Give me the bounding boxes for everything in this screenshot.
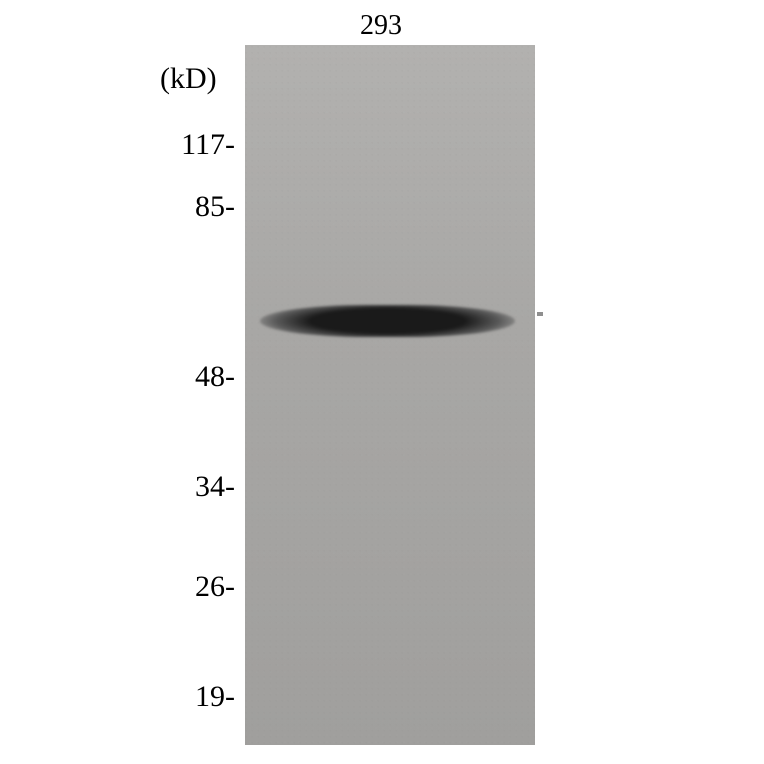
lane-label: 293 (360, 10, 402, 42)
marker-85: 85- (195, 190, 235, 224)
unit-label: (kD) (160, 62, 217, 96)
gel-lane (245, 45, 535, 745)
band-side-tick (537, 312, 543, 316)
marker-117: 117- (181, 128, 235, 162)
marker-34: 34- (195, 470, 235, 504)
protein-band (260, 305, 515, 337)
marker-19: 19- (195, 680, 235, 714)
marker-48: 48- (195, 360, 235, 394)
marker-26: 26- (195, 570, 235, 604)
blot-container: 293 (kD) 117- 85- 48- 34- 26- 19- (65, 10, 645, 750)
